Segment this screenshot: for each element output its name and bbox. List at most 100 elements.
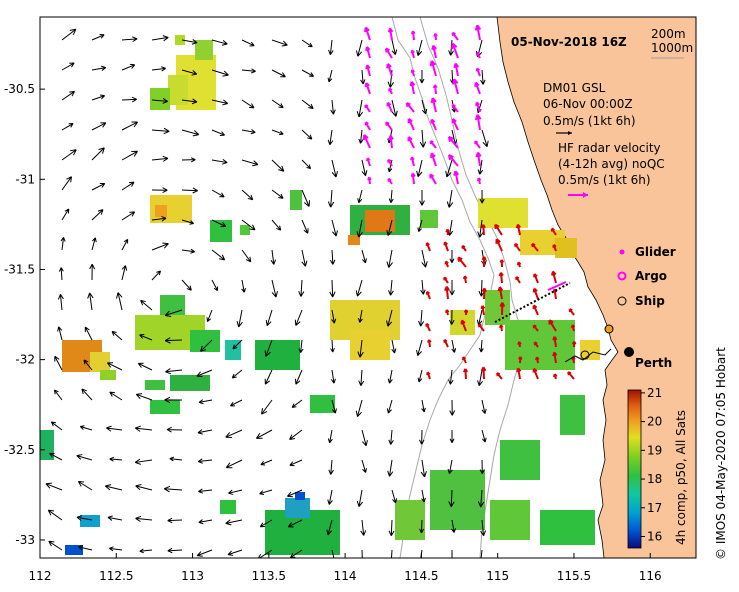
hf-radar-arrow	[429, 60, 437, 77]
hf-radar-arrow	[475, 51, 481, 59]
coastal-radar-arrow	[444, 260, 449, 268]
x-tick-label: 116	[639, 569, 662, 583]
model-current-arrow	[265, 309, 273, 327]
model-current-arrow	[230, 399, 243, 407]
model-current-arrow	[451, 339, 457, 353]
model-current-arrow	[211, 249, 226, 261]
model-current-arrow	[388, 429, 394, 445]
model-current-arrow	[271, 219, 282, 231]
hf-radar-arrow	[432, 84, 438, 95]
model-current-arrow	[241, 39, 255, 47]
argo-symbol	[617, 271, 627, 281]
hf-radar-scale: 0.5m/s (1kt 6h)	[558, 173, 651, 187]
model-current-arrow	[198, 488, 213, 494]
coastal-radar-arrow	[477, 323, 485, 332]
model-current-arrow	[387, 459, 394, 477]
model-current-arrow	[167, 517, 183, 524]
model-current-arrow	[211, 69, 229, 77]
contour-label-1000m: 1000m	[651, 41, 693, 55]
model-current-arrow	[135, 393, 153, 401]
colorbar-tick-label: 17	[647, 501, 662, 515]
model-current-arrow	[121, 238, 129, 251]
hf-radar-arrow	[365, 64, 371, 77]
model-current-arrow	[151, 35, 169, 42]
model-current-arrow	[140, 299, 153, 311]
model-current-arrow	[358, 369, 365, 386]
model-current-arrow	[151, 216, 167, 222]
coastal-radar-arrow	[425, 322, 431, 332]
model-current-arrow	[200, 339, 213, 352]
model-current-arrow	[331, 309, 337, 324]
coastal-radar-arrow	[444, 286, 450, 300]
model-current-arrow	[50, 421, 63, 431]
coastal-radar-arrow	[481, 287, 487, 300]
contour-label-200m: 200m	[651, 27, 686, 41]
coastal-radar-arrow	[494, 223, 503, 236]
colorbar-tick-label: 21	[647, 386, 662, 400]
hf-radar-arrow	[433, 33, 438, 41]
model-current-arrow	[211, 279, 219, 292]
hf-radar-arrow	[385, 121, 393, 131]
model-current-arrow	[121, 181, 135, 191]
x-tick-label: 115.5	[557, 569, 591, 583]
model-current-arrow	[227, 549, 243, 556]
colorbar-ticks: 21 20 19 18 17 16	[641, 386, 662, 544]
model-current-arrow	[107, 515, 123, 521]
model-current-arrow	[447, 459, 453, 474]
mooring-name: DM01 GSL	[543, 81, 606, 95]
colorbar-tick-label: 20	[647, 415, 662, 429]
model-current-arrow	[386, 309, 393, 327]
coastal-radar-arrow	[457, 256, 467, 268]
model-current-arrow	[479, 459, 485, 475]
hf-radar-arrow	[387, 27, 394, 41]
hf-radar-arrow	[475, 101, 481, 113]
coastal-radar-arrow	[553, 373, 558, 380]
hf-radar-arrow	[431, 44, 437, 59]
y-tick-label: -32.5	[4, 443, 35, 457]
coastal-radar-arrow	[548, 319, 557, 332]
hf-radar-arrow	[451, 118, 459, 131]
sst-patch-center	[255, 190, 438, 413]
model-current-arrow	[387, 159, 393, 173]
y-tick-label: -31	[15, 172, 35, 186]
model-current-arrow	[91, 33, 105, 41]
model-current-arrow	[361, 429, 368, 447]
model-current-arrow	[225, 519, 243, 526]
model-current-arrow	[331, 159, 338, 178]
model-current-arrow	[271, 39, 288, 47]
model-current-arrow	[49, 452, 63, 461]
coastal-radar-arrow	[462, 356, 467, 364]
model-current-arrow	[236, 309, 243, 328]
model-current-arrow	[121, 63, 136, 71]
model-current-arrow	[327, 189, 335, 208]
hf-radar-arrow	[453, 170, 460, 185]
model-current-arrow	[83, 359, 93, 371]
model-current-arrow	[479, 189, 485, 204]
coastal-radar-arrow	[445, 309, 450, 316]
model-current-arrow	[260, 459, 273, 466]
model-current-arrow	[391, 489, 398, 504]
hf-radar-arrow	[474, 24, 482, 41]
glider-symbol	[619, 249, 625, 255]
perth-label: Perth	[635, 356, 672, 370]
hf-radar-arrow	[366, 157, 371, 167]
coastal-radar-arrow	[443, 276, 449, 284]
hf-radar-arrow	[429, 152, 437, 167]
model-current-arrow	[445, 159, 453, 178]
coastal-radar-arrow	[518, 356, 523, 364]
model-current-arrow	[289, 459, 303, 467]
model-current-arrow	[477, 159, 484, 175]
model-current-arrow	[196, 549, 213, 557]
model-current-arrow	[196, 369, 213, 378]
model-current-arrow	[261, 399, 273, 415]
model-current-arrow	[228, 489, 243, 495]
model-current-arrow	[360, 519, 367, 536]
model-current-arrow	[264, 339, 273, 357]
coastal-radar-arrow	[535, 356, 540, 364]
model-current-arrow	[271, 279, 278, 298]
hf-radar-arrow	[388, 87, 393, 95]
model-current-arrow	[451, 519, 456, 533]
model-current-arrow	[181, 279, 192, 291]
model-current-arrow	[137, 362, 153, 371]
coastal-radar-arrows	[425, 223, 577, 380]
